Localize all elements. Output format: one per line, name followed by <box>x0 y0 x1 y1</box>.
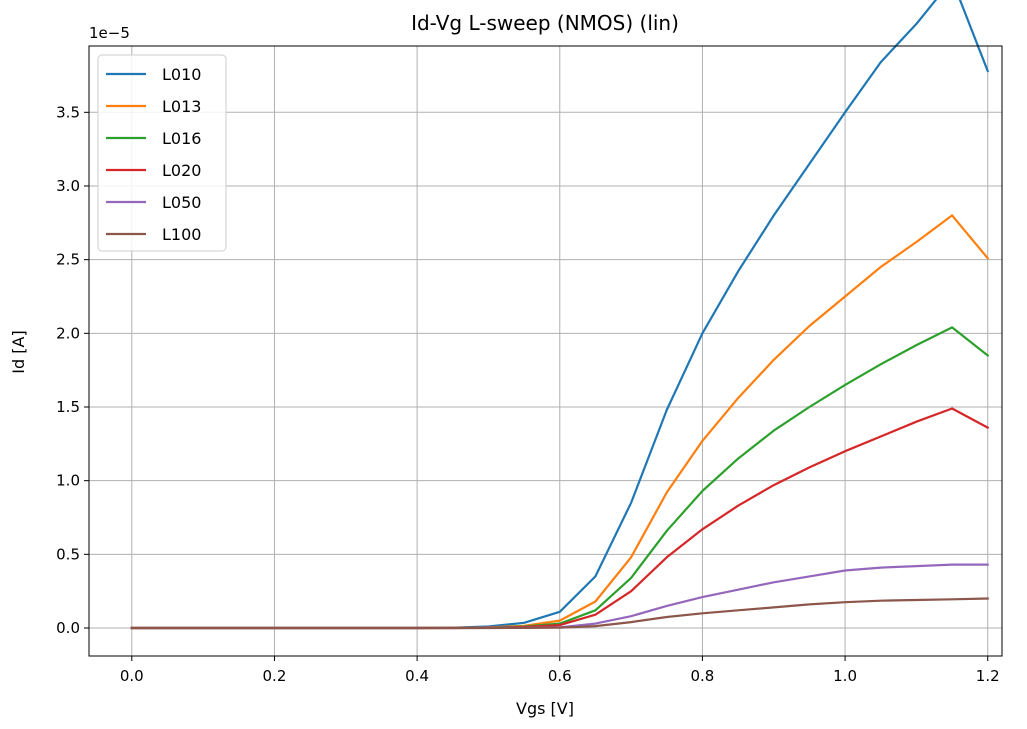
series-lines <box>130 0 990 630</box>
y-tick-label: 3.5 <box>56 103 80 121</box>
x-tick-label: 1.2 <box>976 667 1000 685</box>
x-tick-label: 0.6 <box>548 667 572 685</box>
y-axis-label: Id [A] <box>9 330 28 373</box>
x-tick-label: 1.0 <box>833 667 857 685</box>
x-axis-label: Vgs [V] <box>516 699 574 718</box>
legend-label-l020: L020 <box>162 161 201 180</box>
y-tick-label: 2.0 <box>56 324 80 342</box>
legend-label-l100: L100 <box>162 225 201 244</box>
plot-frame <box>88 45 1003 657</box>
x-tick-label: 0.2 <box>263 667 287 685</box>
legend-label-l016: L016 <box>162 129 201 148</box>
legend-label-l010: L010 <box>162 65 201 84</box>
y-tick-label: 3.0 <box>56 177 80 195</box>
y-tick-label: 2.5 <box>56 251 80 269</box>
y-tick-label: 1.0 <box>56 472 80 490</box>
x-tick-label: 0.4 <box>405 667 429 685</box>
legend: L010 L013 L016 L020 L050 L100 <box>97 54 227 252</box>
y-tick-label: 0.5 <box>56 545 80 563</box>
axis-ticks: 0.0 0.2 0.4 0.6 0.8 1.0 1.2 0.0 0.5 1.0 1.5 2.0 2.5 3… <box>56 103 1000 685</box>
x-tick-label: 0.8 <box>690 667 714 685</box>
series-line-l100 <box>130 597 989 630</box>
x-tick-label: 0.0 <box>120 667 144 685</box>
y-offset-label: 1e−5 <box>89 24 130 42</box>
chart-title: Id-Vg L-sweep (NMOS) (lin) <box>411 11 679 35</box>
legend-label-l013: L013 <box>162 97 201 116</box>
legend-box <box>97 54 227 252</box>
legend-label-l050: L050 <box>162 193 201 212</box>
y-tick-label: 0.0 <box>56 619 80 637</box>
y-tick-label: 1.5 <box>56 398 80 416</box>
